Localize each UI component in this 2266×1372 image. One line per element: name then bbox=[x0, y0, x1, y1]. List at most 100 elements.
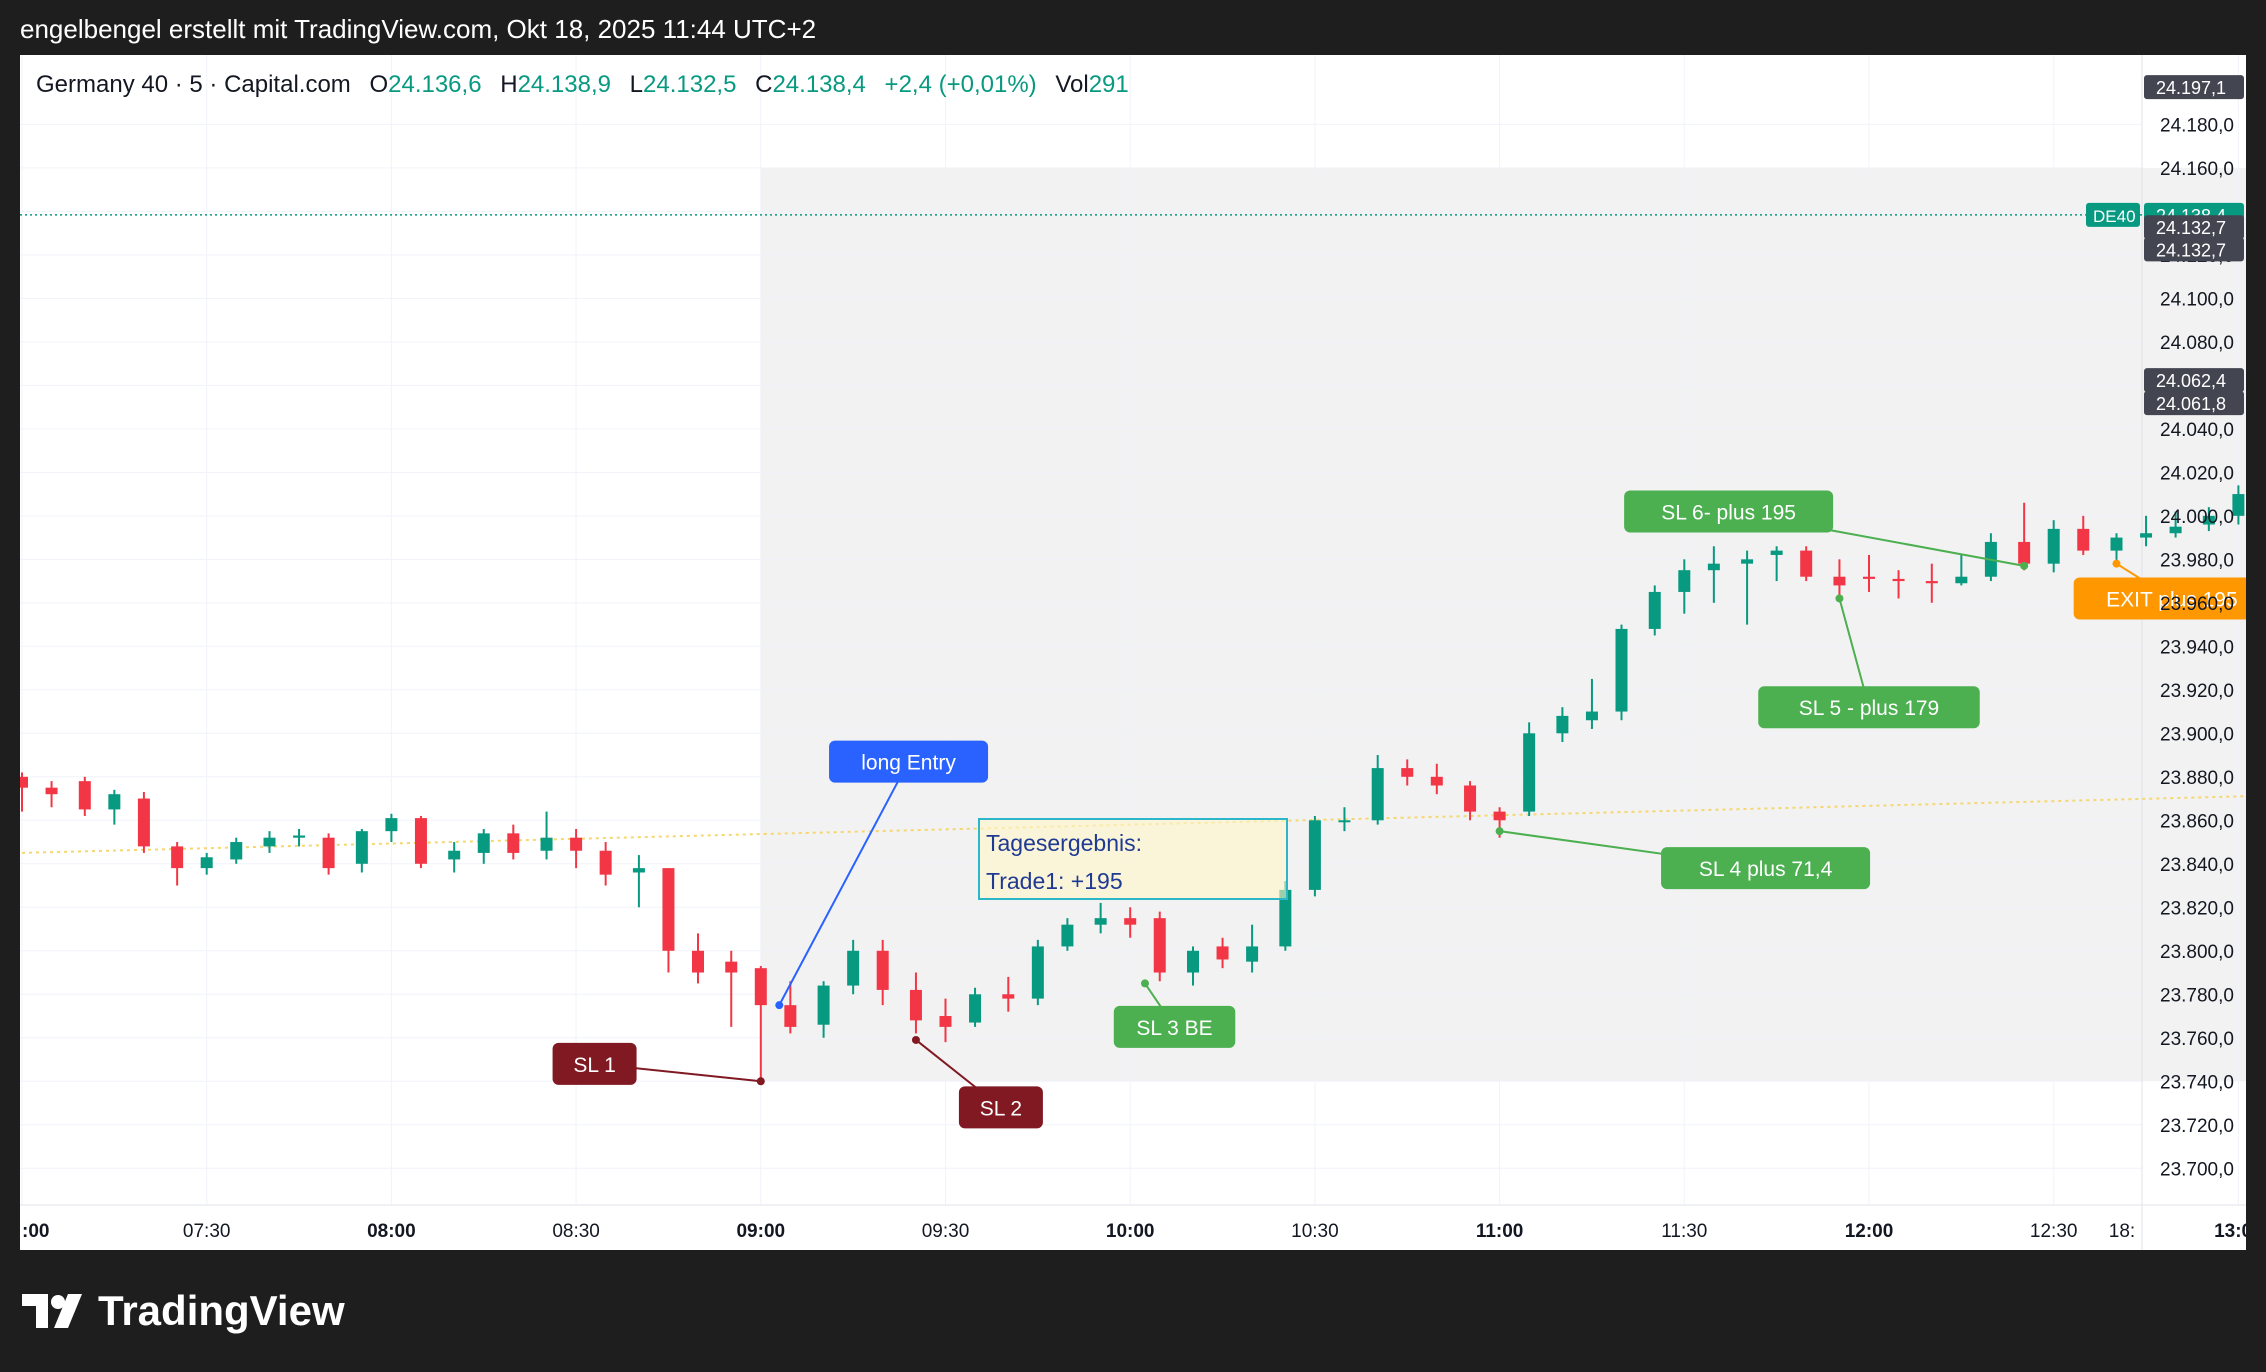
price-badge-label: 24.197,1 bbox=[2156, 78, 2226, 98]
symbol-badge bbox=[2086, 202, 2140, 227]
x-tick-label: 08:00 bbox=[367, 1221, 416, 1242]
candle-body bbox=[1094, 918, 1107, 925]
candle-body bbox=[1800, 550, 1813, 577]
candle-body bbox=[1741, 559, 1754, 564]
candle-body bbox=[725, 961, 738, 973]
candle-body bbox=[1124, 918, 1137, 925]
x-tick-label: 12:00 bbox=[1845, 1221, 1894, 1242]
y-tick-label: 24.040,0 bbox=[2160, 420, 2234, 441]
candle-body bbox=[662, 868, 675, 951]
candle-body bbox=[322, 837, 335, 869]
candle-body bbox=[293, 835, 306, 838]
candlestick-chart[interactable]: long Entry SL 1 SL 2 SL 3 BE SL 4 plus 71,4 S… bbox=[20, 55, 2246, 1250]
price-badge bbox=[2144, 368, 2244, 393]
candle-body bbox=[570, 837, 583, 851]
candle-body bbox=[448, 850, 461, 860]
y-tick-label: 23.720,0 bbox=[2160, 1116, 2234, 1137]
candle-body bbox=[20, 776, 28, 788]
y-tick-label: 23.760,0 bbox=[2160, 1029, 2234, 1050]
candle-body bbox=[784, 1005, 797, 1027]
chart-frame[interactable]: long Entry SL 1 SL 2 SL 3 BE SL 4 plus 71,4 S… bbox=[20, 55, 2246, 1250]
legend-open-label: O bbox=[369, 71, 389, 98]
candle-body bbox=[1430, 776, 1443, 786]
candle-body bbox=[2018, 541, 2031, 564]
candle-body bbox=[817, 985, 830, 1025]
candle-body bbox=[754, 968, 767, 1006]
x-tick-label: 13:00 bbox=[2214, 1221, 2246, 1242]
legend-volume-value: 291 bbox=[1088, 71, 1129, 98]
candle-body bbox=[78, 781, 91, 810]
candle-body bbox=[45, 787, 58, 795]
x-tick-label: 11:30 bbox=[1661, 1221, 1707, 1242]
candle-body bbox=[1833, 576, 1846, 586]
x-tick-label: 09:00 bbox=[736, 1221, 785, 1242]
candle-body bbox=[1648, 591, 1661, 629]
annotation-label-box bbox=[1758, 686, 1980, 729]
x-tick-label: 09:30 bbox=[922, 1221, 970, 1242]
candle-body bbox=[847, 950, 860, 986]
candle-body bbox=[1770, 550, 1783, 555]
legend-open-value: 24.136,6 bbox=[388, 71, 482, 98]
candle-body bbox=[2140, 533, 2153, 538]
candle-body bbox=[1279, 889, 1292, 947]
price-badge-label: 24.062,4 bbox=[2156, 371, 2226, 391]
tradingview-logo-text: TradingView bbox=[98, 1287, 345, 1334]
candle-body bbox=[1464, 785, 1477, 812]
candle-body bbox=[230, 842, 243, 860]
x-tick-label: :00 bbox=[22, 1221, 49, 1242]
y-tick-label: 23.700,0 bbox=[2160, 1159, 2234, 1180]
candle-body bbox=[1523, 733, 1536, 812]
annotation-label-box bbox=[958, 1086, 1043, 1129]
candle-body bbox=[108, 794, 121, 810]
annotation-label-box bbox=[2073, 577, 2246, 620]
y-tick-label: 24.000,0 bbox=[2160, 507, 2234, 528]
y-tick-label: 23.880,0 bbox=[2160, 768, 2234, 789]
candle-body bbox=[2202, 515, 2215, 525]
candle-body bbox=[1401, 768, 1414, 777]
y-tick-label: 24.160,0 bbox=[2160, 159, 2234, 180]
candle-body bbox=[1863, 576, 1875, 579]
candle-body bbox=[1061, 924, 1074, 947]
legend-close-label: C bbox=[755, 71, 773, 98]
price-badge bbox=[2144, 75, 2244, 100]
candle-body bbox=[355, 831, 368, 864]
candle-body bbox=[1493, 811, 1506, 821]
annotation-anchor bbox=[2112, 559, 2121, 568]
candle-body bbox=[599, 850, 612, 875]
candle-body bbox=[1585, 711, 1598, 721]
y-tick-label: 24.180,0 bbox=[2160, 115, 2234, 136]
tradingview-logo[interactable]: TradingView bbox=[22, 1287, 345, 1335]
candle-body bbox=[477, 833, 490, 853]
annotation-anchor bbox=[1140, 979, 1149, 988]
candle-body bbox=[1955, 576, 1968, 584]
annotation-anchor bbox=[911, 1035, 920, 1044]
annotation-label: SL 4 plus 71,4 bbox=[1699, 858, 1833, 881]
candle-body bbox=[1892, 578, 1905, 582]
candle-body bbox=[876, 950, 889, 990]
y-tick-label: 23.920,0 bbox=[2160, 681, 2234, 702]
session-background bbox=[760, 167, 2246, 1082]
legend-volume-label: Vol bbox=[1055, 71, 1089, 98]
annotation-label-box bbox=[1624, 490, 1834, 533]
tradingview-logo-icon bbox=[22, 1294, 82, 1328]
x-tick-label: 18: bbox=[2109, 1221, 2135, 1242]
symbol-badge-label: DE40 bbox=[2093, 207, 2136, 226]
candle-body bbox=[1678, 570, 1691, 592]
annotation-anchor bbox=[775, 1001, 784, 1010]
result-line-1: Tagesergebnis: bbox=[986, 830, 1142, 856]
candle-body bbox=[385, 818, 398, 832]
annotation-label: SL 3 BE bbox=[1136, 1017, 1212, 1040]
y-tick-label: 23.800,0 bbox=[2160, 942, 2234, 963]
candle-body bbox=[1308, 820, 1321, 890]
y-tick-label: 23.840,0 bbox=[2160, 855, 2234, 876]
y-tick-label: 24.020,0 bbox=[2160, 463, 2234, 484]
legend-symbol[interactable]: Germany 40 · 5 · Capital.com bbox=[36, 71, 351, 98]
annotation-connector bbox=[778, 761, 910, 1006]
annotation-label: SL 2 bbox=[980, 1097, 1022, 1120]
result-note[interactable]: Tagesergebnis: Trade1: +195 bbox=[978, 818, 1288, 900]
candle-body bbox=[171, 846, 184, 869]
annotation-label: EXIT plus 195 bbox=[2106, 588, 2238, 611]
y-tick-label: 23.860,0 bbox=[2160, 811, 2234, 832]
legend-high-label: H bbox=[500, 71, 518, 98]
x-tick-label: 12:30 bbox=[2030, 1221, 2078, 1242]
